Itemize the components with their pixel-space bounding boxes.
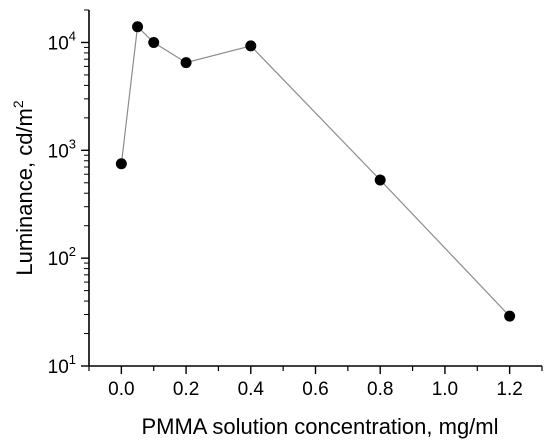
labels-layer: PMMA solution concentration, mg/ml Lumin… (10, 100, 499, 439)
y-tick-label: 101 (48, 352, 76, 378)
data-point (504, 310, 516, 322)
x-axis-title: PMMA solution concentration, mg/ml (141, 414, 498, 439)
x-tick-label: 0.6 (302, 379, 328, 400)
y-axis-title-base: Luminance, cd/m (12, 108, 37, 276)
y-axis-title: Luminance, cd/m2 (10, 100, 37, 276)
y-tick-exponent: 4 (69, 28, 76, 43)
y-tick-exponent: 1 (69, 352, 76, 367)
data-point (115, 158, 127, 170)
data-point (245, 40, 257, 52)
x-tick-label: 1.0 (432, 379, 458, 400)
x-tick-label: 0.2 (173, 379, 199, 400)
data-point (148, 36, 160, 48)
y-tick-label: 102 (48, 244, 76, 270)
y-axis-title-superscript: 2 (10, 100, 26, 108)
x-tick-label: 0.0 (108, 379, 134, 400)
y-tick-base: 10 (48, 249, 69, 270)
x-tick-label: 1.2 (496, 379, 522, 400)
y-tick-exponent: 2 (69, 244, 76, 259)
y-tick-base: 10 (48, 141, 69, 162)
data-point (180, 57, 192, 69)
y-tick-label: 103 (48, 136, 76, 162)
series-line (120, 25, 511, 317)
x-tick-label: 0.8 (367, 379, 393, 400)
y-tick-exponent: 3 (69, 136, 76, 151)
series-layer (115, 21, 516, 322)
data-point (132, 21, 144, 33)
x-tick-label: 0.4 (238, 379, 265, 400)
y-tick-base: 10 (48, 33, 69, 54)
y-tick-base: 10 (48, 357, 69, 378)
data-point (374, 174, 386, 186)
y-tick-label: 104 (48, 28, 76, 54)
